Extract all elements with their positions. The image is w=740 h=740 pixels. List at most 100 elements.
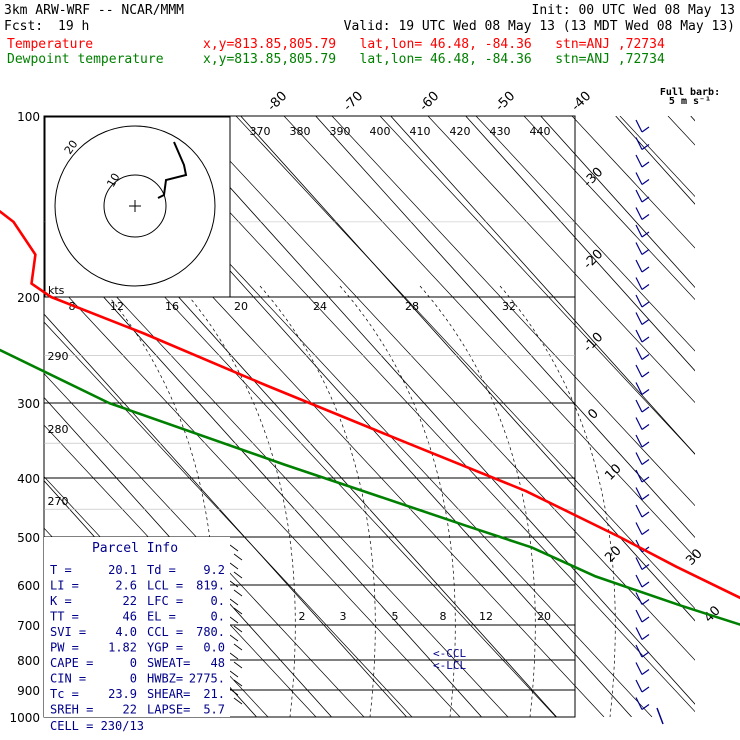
wind-barb bbox=[635, 154, 643, 168]
tick-mark bbox=[233, 571, 243, 579]
parcel-info-key: LFC = bbox=[147, 594, 183, 608]
wind-barb bbox=[635, 487, 643, 500]
dry-adiabat-line bbox=[667, 116, 695, 146]
hodograph-ring-20 bbox=[54, 125, 216, 287]
isotherm-label-right: 20 bbox=[602, 543, 624, 565]
tick-mark bbox=[233, 553, 243, 561]
wind-barb bbox=[635, 522, 643, 535]
wind-barb-flag bbox=[641, 231, 650, 238]
tick-mark bbox=[229, 598, 239, 606]
parcel-info-value: 2.6 bbox=[115, 579, 137, 593]
hodograph-box bbox=[44, 116, 231, 298]
isotherm-line bbox=[465, 116, 695, 372]
moist-adiabat-line bbox=[339, 285, 456, 717]
dry-adiabat-line bbox=[331, 116, 695, 507]
wind-barb-flag bbox=[641, 144, 650, 150]
dry-adiabat-line bbox=[619, 116, 695, 198]
pressure-tick-label: 900 bbox=[17, 684, 40, 698]
dry-adiabat-line bbox=[187, 116, 695, 661]
moist-adiabat-line bbox=[499, 285, 616, 717]
wind-barb-flag bbox=[641, 371, 650, 378]
wind-barb bbox=[635, 697, 643, 710]
wind-barb-flag bbox=[641, 669, 650, 675]
dry-adiabat-line bbox=[44, 321, 413, 717]
pressure-tick-label: 200 bbox=[17, 291, 40, 305]
parcel-info-key: SVI = bbox=[50, 625, 86, 639]
mixing-ratio-label-lower: 8 bbox=[440, 610, 447, 623]
mixing-ratio-label: 16 bbox=[165, 300, 179, 313]
isotherm-label-top: -60 bbox=[417, 89, 443, 115]
wind-barb-flag bbox=[641, 406, 650, 413]
parcel-info-key: CIN = bbox=[50, 672, 86, 686]
wind-barb bbox=[635, 119, 643, 133]
wind-barb bbox=[635, 242, 643, 255]
parcel-info-panel: Parcel Info T = 20.1 Td = 9.2 LI = 2.6 LCL = 819… bbox=[44, 537, 230, 733]
isotherm-line bbox=[615, 116, 695, 205]
wind-barb-surface bbox=[656, 707, 664, 725]
wind-barb bbox=[635, 364, 643, 378]
legend-dewpoint-location: x,y=813.85,805.79 lat,lon= 46.48, -84.36… bbox=[203, 52, 665, 67]
isotherm-line bbox=[240, 116, 695, 622]
parcel-info-key: Tc = bbox=[50, 687, 79, 701]
wind-barb-flag bbox=[641, 126, 650, 133]
wind-barb-flag bbox=[641, 319, 650, 325]
parcel-info-background bbox=[44, 537, 230, 717]
mixing-ratio-label-lower: 5 bbox=[392, 610, 399, 623]
wind-barb-flag bbox=[641, 179, 650, 185]
parcel-info-key: PW = bbox=[50, 641, 79, 655]
wind-barb-flag bbox=[641, 511, 650, 518]
parcel-info-value: 9.2 bbox=[203, 563, 225, 577]
mixing-ratio-label: 24 bbox=[313, 300, 327, 313]
wind-barb bbox=[635, 347, 643, 360]
dry-adiabat-line bbox=[716, 116, 740, 717]
isotherm-label-top: -40 bbox=[569, 89, 595, 115]
mixing-ratio-label-lower: 3 bbox=[340, 610, 347, 623]
tick-mark bbox=[229, 616, 239, 624]
parcel-info-value: 46 bbox=[123, 610, 137, 624]
wind-barb bbox=[635, 277, 643, 290]
tick-mark bbox=[233, 661, 243, 669]
isotherm-label-right: -30 bbox=[581, 165, 607, 191]
lcl-annotation: <-LCL bbox=[433, 659, 466, 672]
legend-temperature-location: x,y=813.85,805.79 lat,lon= 46.48, -84.36… bbox=[203, 37, 665, 52]
moist-adiabat-line bbox=[419, 285, 536, 717]
wind-barb bbox=[635, 469, 643, 483]
parcel-info-key: CCL = bbox=[147, 625, 183, 639]
isotherm-line bbox=[540, 116, 695, 289]
wind-barb-flag bbox=[641, 459, 650, 465]
isotherm-line bbox=[44, 396, 332, 717]
wind-barb-flag bbox=[641, 704, 650, 710]
isotherm-label-right: 10 bbox=[602, 461, 624, 483]
wind-barb bbox=[635, 207, 643, 220]
isotherm-line bbox=[390, 116, 695, 455]
isotherm-line bbox=[690, 116, 695, 122]
parcel-info-title: Parcel Info bbox=[92, 541, 178, 556]
wind-barb bbox=[635, 382, 643, 395]
parcel-info-value: 5.7 bbox=[203, 703, 225, 717]
wind-barb bbox=[635, 172, 643, 185]
wind-barb bbox=[635, 137, 643, 150]
parcel-info-value: 0 bbox=[130, 672, 137, 686]
parcel-info-value: 23.9 bbox=[108, 687, 137, 701]
parcel-info-value: 0. bbox=[211, 594, 225, 608]
wind-barb bbox=[635, 329, 643, 343]
tick-mark bbox=[233, 697, 243, 705]
tick-mark bbox=[233, 643, 243, 651]
wind-barb bbox=[635, 312, 643, 325]
dry-adiabat-line bbox=[283, 116, 695, 558]
theta-label: 420 bbox=[450, 125, 471, 138]
parcel-info-value: 20.1 bbox=[108, 563, 137, 577]
tick-mark bbox=[229, 562, 239, 570]
temperature-profile bbox=[0, 209, 740, 600]
wind-barb bbox=[635, 662, 643, 675]
wind-barb-flag bbox=[641, 441, 650, 448]
theta-label: 430 bbox=[490, 125, 511, 138]
wind-barb-flag bbox=[641, 301, 650, 308]
dry-adiabat-line bbox=[44, 270, 461, 717]
forecast-hour: 19 h bbox=[58, 19, 89, 34]
wind-barb bbox=[635, 679, 643, 693]
theta-label: 370 bbox=[250, 125, 271, 138]
tick-mark bbox=[229, 688, 239, 696]
dry-adiabat-line bbox=[139, 116, 695, 713]
